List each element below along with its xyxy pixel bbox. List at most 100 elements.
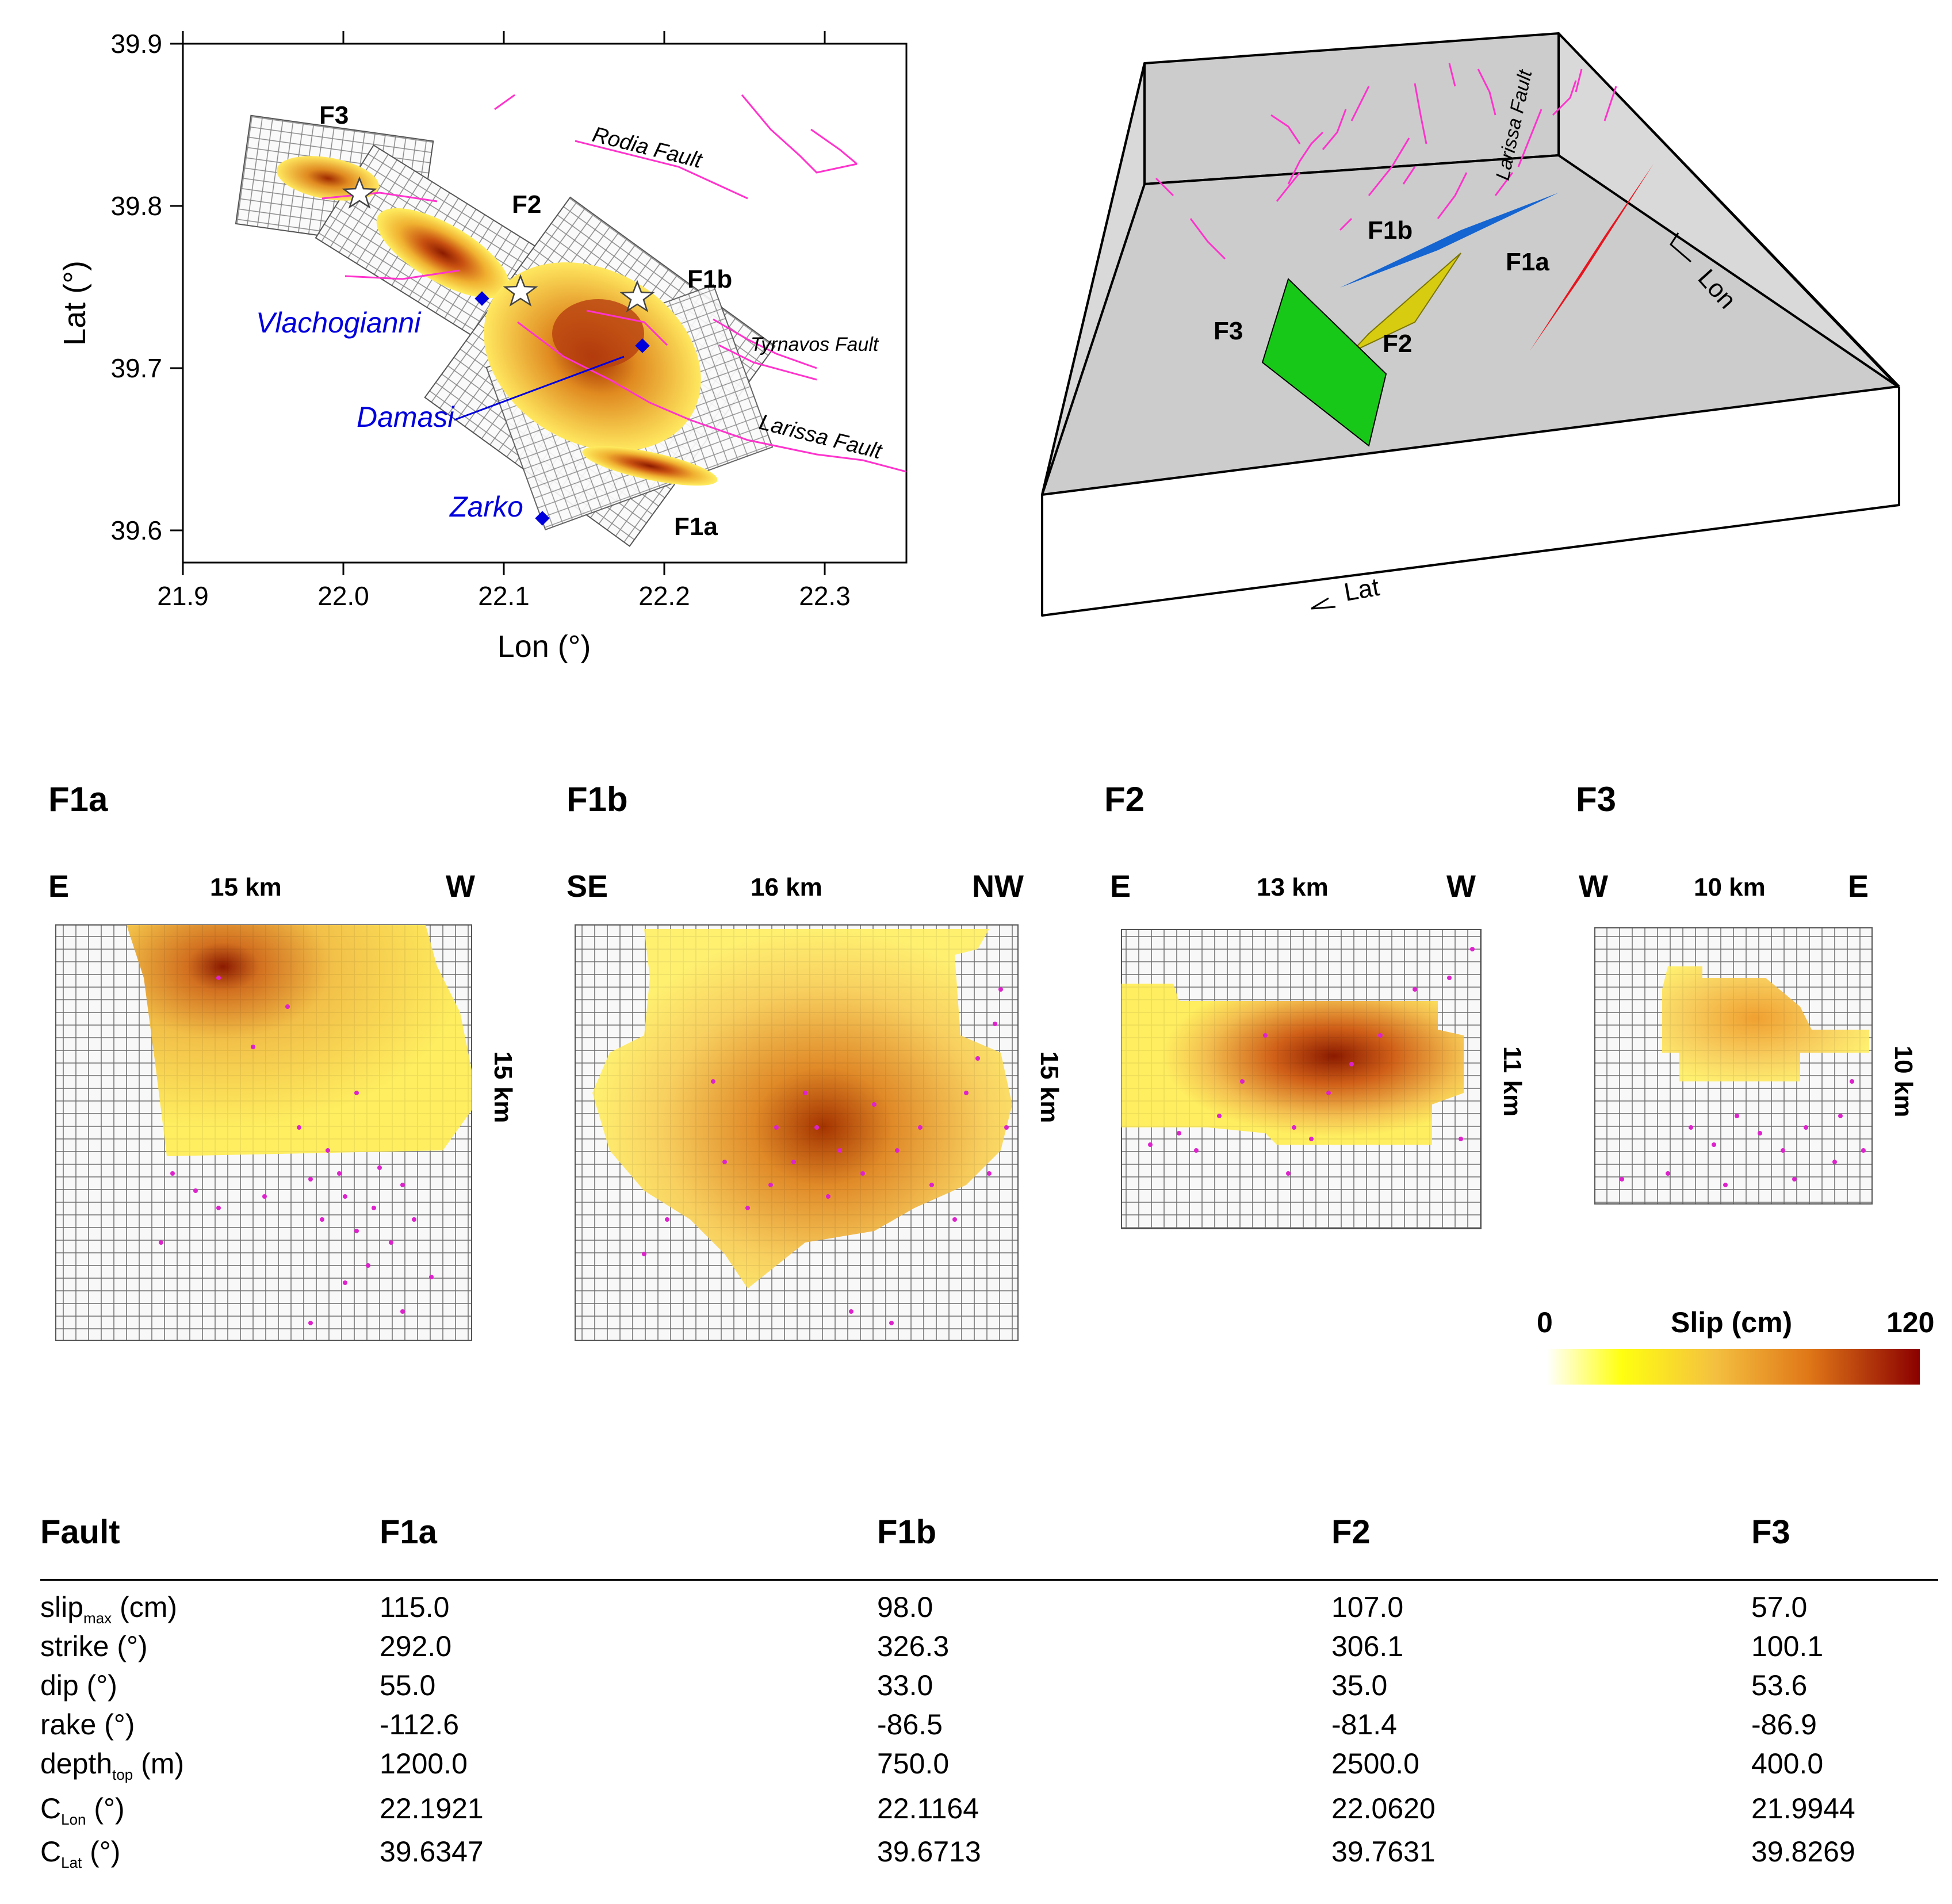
- epicenter-stars: [342, 176, 655, 312]
- view3d-label-f3: F3: [1214, 317, 1243, 345]
- slip-patch-f1a: [582, 446, 718, 486]
- table-value-cell: 400.0: [1751, 1748, 1824, 1780]
- table-row: CLon (°) 22.1921 22.1164 22.0620 21.9944: [40, 1792, 1938, 1830]
- fault-plane-f1b: [1340, 193, 1559, 288]
- panel-f1b-left-dir: SE: [567, 869, 608, 904]
- town-label-damasi: Damasi: [357, 401, 455, 433]
- table-value-cell: 53.6: [1751, 1669, 1808, 1702]
- table-value-cell: 292.0: [380, 1630, 452, 1662]
- panel-f2-right-dir: W: [1446, 869, 1476, 904]
- table-row: slipmax (cm) 115.0 98.0 107.0 57.0: [40, 1591, 1938, 1628]
- map-label-f1b: F1b: [687, 265, 732, 293]
- y-tick-label: 39.9: [110, 29, 162, 59]
- map-label-f3: F3: [319, 101, 349, 129]
- panel-f1b-height: 15 km: [1035, 1052, 1063, 1123]
- view3d-label-f1b: F1b: [1368, 216, 1413, 244]
- table-value-cell: -81.4: [1331, 1708, 1397, 1741]
- table-value-cell: 39.7631: [1331, 1836, 1436, 1868]
- panel-f3-left-dir: W: [1579, 869, 1608, 904]
- slip-panel-f2: [1121, 929, 1482, 1229]
- y-axis-label: Lat (°): [58, 261, 92, 346]
- slip-distributions: 15 km 15 km 11 km 10 km: [55, 924, 1917, 1341]
- town-label-vlachogianni: Vlachogianni: [256, 307, 422, 339]
- x-axis-label: Lon (°): [497, 629, 591, 664]
- panel-f3-right-dir: E: [1848, 869, 1869, 904]
- table-param-cell: dip (°): [40, 1669, 117, 1702]
- fault-plane-f3: [1261, 278, 1387, 447]
- table-value-cell: 1200.0: [380, 1748, 468, 1780]
- colorbar-label: Slip (cm): [1671, 1306, 1793, 1339]
- panel-title-f3: F3: [1576, 780, 1617, 819]
- panel-f3-width: 10 km: [1694, 873, 1766, 901]
- panel-f1a-height: 15 km: [489, 1052, 517, 1123]
- table-param-cell: slipmax (cm): [40, 1591, 177, 1627]
- y-tick-label: 39.8: [110, 191, 162, 221]
- x-tick-label: 22.2: [638, 581, 690, 611]
- panel-title-f2: F2: [1104, 780, 1145, 819]
- slip-patch-f2: [376, 208, 510, 299]
- panel-f2-left-dir: E: [1110, 869, 1131, 904]
- table-value-cell: 39.8269: [1751, 1836, 1855, 1868]
- lat-arrow: [1311, 597, 1336, 610]
- table-value-cell: 57.0: [1751, 1591, 1808, 1623]
- table-value-cell: 35.0: [1331, 1669, 1388, 1702]
- table-param-cell: strike (°): [40, 1630, 148, 1662]
- town-marker-zarko: [535, 511, 550, 526]
- panel-f1b-width: 16 km: [751, 873, 822, 901]
- panel-title-f1b: F1b: [567, 780, 628, 819]
- table-param-cell: depthtop (m): [40, 1748, 185, 1783]
- table-value-cell: 39.6713: [877, 1836, 981, 1868]
- fault-3d-view: F1b F1a F3 F2 Larissa Fault Lon Lat: [1041, 32, 1900, 617]
- colorbar: [1547, 1349, 1920, 1385]
- panel-f1a-width: 15 km: [210, 873, 282, 901]
- slip-panel-f3: [1594, 927, 1873, 1205]
- slip-panel-f1b: [575, 924, 1019, 1341]
- table-rule: [40, 1579, 1938, 1581]
- fault-traces-3d: [1155, 63, 1617, 260]
- view3d-label-f1a: F1a: [1506, 248, 1549, 276]
- x-tick-label: 22.3: [799, 581, 851, 611]
- panel-f1a-right-dir: W: [446, 869, 475, 904]
- table-value-cell: 33.0: [877, 1669, 933, 1702]
- table-header-cell: F1b: [877, 1513, 937, 1551]
- panel-f2-width: 13 km: [1257, 873, 1329, 901]
- x-tick-label: 21.9: [157, 581, 209, 611]
- table-value-cell: 22.0620: [1331, 1792, 1436, 1825]
- slip-map: 21.9 22.0 22.1 22.2 22.3 39.9 39.8 39.7 …: [58, 29, 908, 664]
- table-header-cell: F3: [1751, 1513, 1790, 1551]
- y-tick-label: 39.6: [110, 515, 162, 545]
- table-value-cell: 750.0: [877, 1748, 950, 1780]
- panel-f1a-left-dir: E: [48, 869, 70, 904]
- table-value-cell: 306.1: [1331, 1630, 1404, 1662]
- trace-label-tyrnavos: Tyrnavos Fault: [751, 334, 879, 355]
- table-param-cell: rake (°): [40, 1708, 135, 1741]
- town-marker-vlachogianni: [474, 291, 489, 306]
- view3d-label-f2: F2: [1383, 330, 1412, 358]
- town-label-zarko: Zarko: [449, 491, 523, 523]
- map-ticks: [170, 31, 826, 575]
- panel-f2-height: 11 km: [1498, 1046, 1526, 1117]
- table-value-cell: 115.0: [380, 1591, 450, 1623]
- lon-arrow: [1670, 232, 1691, 263]
- slip-panel-f1a: [55, 924, 472, 1341]
- box-top-surface: [1041, 154, 1899, 496]
- colorbar-min: 0: [1537, 1306, 1553, 1339]
- table-value-cell: -86.9: [1751, 1708, 1817, 1741]
- table-value-cell: -112.6: [380, 1708, 460, 1741]
- x-tick-label: 22.1: [478, 581, 530, 611]
- table-value-cell: 39.6347: [380, 1836, 484, 1868]
- table-header-cell: F1a: [380, 1513, 437, 1551]
- table-param-cell: CLon (°): [40, 1792, 125, 1828]
- table-value-cell: 55.0: [380, 1669, 436, 1702]
- table-header-cell: F2: [1331, 1513, 1371, 1551]
- x-tick-label: 22.0: [317, 581, 369, 611]
- box-outline: [1041, 387, 1900, 617]
- table-param-cell: CLat (°): [40, 1836, 121, 1871]
- colorbar-max: 120: [1886, 1306, 1935, 1339]
- fault-plane-f2: [1351, 253, 1461, 353]
- table-value-cell: 22.1921: [380, 1792, 484, 1825]
- table-value-cell: -86.5: [877, 1708, 943, 1741]
- fault-traces: [321, 94, 906, 473]
- table-value-cell: 2500.0: [1331, 1748, 1419, 1780]
- table-row: strike (°) 292.0 326.3 306.1 100.1: [40, 1630, 1938, 1668]
